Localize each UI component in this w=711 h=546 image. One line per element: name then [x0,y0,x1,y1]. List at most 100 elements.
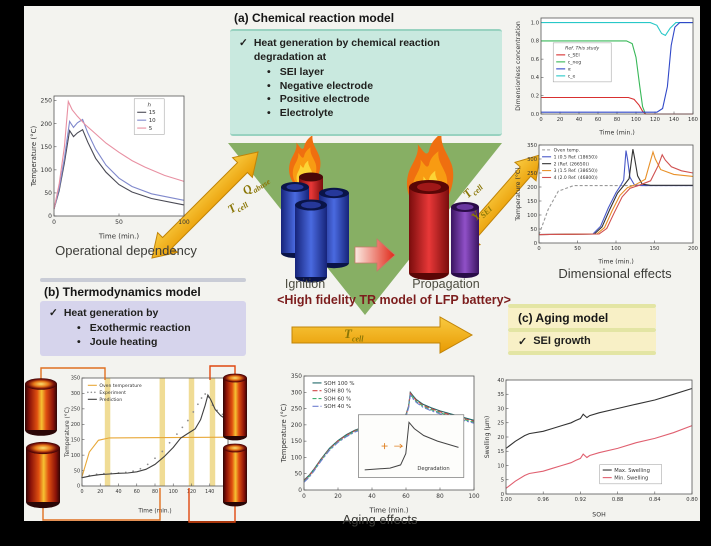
svg-text:Dimensionless concentration: Dimensionless concentration [515,21,522,111]
svg-text:0: 0 [77,484,80,490]
concentration-chart: 0 20 40 60 80 100 120 140 160 0.0 0.2 0.4 0.6 0.8 1.0 T… [513,12,699,136]
svg-text:5: 5 [149,126,153,132]
svg-text:120: 120 [650,117,660,123]
svg-text:Time (min.): Time (min.) [98,233,140,241]
svg-text:h: h [147,102,151,108]
battery-render [26,441,60,509]
svg-text:150: 150 [527,199,537,205]
svg-text:300: 300 [71,391,80,397]
aging-effects-caption: Aging effects [342,512,418,527]
svg-text:1 (0.5 Ref. (18650)): 1 (0.5 Ref. (18650)) [554,154,598,160]
panel-b-heading: (b) Thermodynamics model [44,285,201,299]
q-abuse-label: Qabuse [239,176,273,198]
svg-text:100: 100 [71,453,80,459]
arrow-aging [291,316,474,354]
svg-text:0.4: 0.4 [531,75,540,81]
svg-text:0: 0 [537,246,540,252]
svg-text:Min. Swelling: Min. Swelling [614,475,648,481]
svg-text:100: 100 [611,246,621,252]
svg-text:50: 50 [115,219,123,226]
panel-a-bullets: SEI layer Negative electrode Positive el… [239,66,493,121]
bullet-item: Negative electrode [267,80,493,94]
check-icon: ✓ [239,37,248,49]
propagation-arrow-icon [354,238,396,272]
svg-text:0.92: 0.92 [575,497,587,503]
svg-text:350: 350 [291,374,302,380]
svg-text:0: 0 [52,219,56,226]
svg-text:SOH 80 %: SOH 80 % [324,389,351,395]
svg-text:α: α [568,67,571,72]
panel-c: (c) Aging model ✓ SEI growth [508,304,656,355]
svg-text:1.00: 1.00 [500,497,512,503]
svg-text:100: 100 [41,167,53,174]
battery-render [25,378,57,436]
svg-text:50: 50 [295,472,303,478]
dimensional-effects-caption: Dimensional effects [558,266,672,281]
svg-text:40: 40 [576,117,583,123]
svg-text:200: 200 [41,121,53,128]
svg-text:3 (1.5 Ref. (38650)): 3 (1.5 Ref. (38650)) [554,168,598,174]
svg-text:4 (2.0 Ref. (46800)): 4 (2.0 Ref. (46800)) [554,175,598,181]
propagation-label: Propagation [412,277,480,291]
bullet-item: Electrolyte [267,107,493,121]
svg-text:250: 250 [71,407,80,413]
swelling-chart: 1.00 0.96 0.92 0.88 0.84 0.80 0 5 10 15 20 25 30 35 40… [482,372,700,518]
svg-text:200: 200 [71,422,80,428]
svg-text:200: 200 [527,185,537,191]
thermo-validation-chart: 0 20 40 60 80 100 120 140 160 0 50 100 150 200 250 300 3… [62,368,234,514]
svg-text:250: 250 [527,171,537,177]
svg-text:160: 160 [688,117,698,123]
operational-dependency-chart: 0 50 100 0 50 100 150 200 250 Time (min.) Temperat… [28,88,192,240]
aging-effects-chart: 0 20 40 60 80 100 0 50 100 150 200 250 300 350 Time (m… [278,368,482,514]
panel-b-box: ✓ Heat generation by Exothermic reaction … [40,301,246,356]
svg-text:350: 350 [71,376,80,382]
svg-text:SOH 100 %: SOH 100 % [324,381,355,387]
svg-text:100: 100 [631,117,641,123]
panel-a-box: ✓ Heat generation by chemical reaction de… [230,29,502,136]
svg-text:c_neg: c_neg [568,60,582,65]
svg-text:250: 250 [41,98,53,105]
t-cell-bottom-label: Tcell [344,326,364,344]
svg-text:50: 50 [44,190,52,197]
svg-text:Prediction: Prediction [99,397,122,403]
svg-text:300: 300 [527,157,537,163]
svg-text:Degradation: Degradation [417,466,449,472]
svg-text:Max. Swelling: Max. Swelling [614,468,650,474]
svg-text:Temperature (°C): Temperature (°C) [65,407,71,458]
svg-text:Temperature (°C): Temperature (°C) [30,126,38,188]
svg-text:c_SEI: c_SEI [568,52,580,58]
svg-text:30: 30 [497,406,504,412]
svg-text:0.8: 0.8 [531,39,539,45]
svg-text:250: 250 [291,407,302,413]
svg-text:150: 150 [41,144,53,151]
svg-text:50: 50 [530,227,537,233]
svg-text:60: 60 [595,117,602,123]
svg-text:Ref. This study: Ref. This study [565,45,599,51]
bullet-item: SEI layer [267,66,493,80]
svg-text:300: 300 [291,390,302,396]
svg-text:60: 60 [134,489,140,495]
svg-text:0: 0 [539,117,542,123]
svg-text:40: 40 [368,494,376,500]
t-cell-left-label: Tcell [225,200,250,217]
svg-text:15: 15 [149,110,156,116]
svg-text:0: 0 [298,488,302,494]
check-icon: ✓ [49,307,58,319]
svg-text:0.84: 0.84 [649,497,661,503]
svg-text:0: 0 [80,489,83,495]
svg-text:20: 20 [497,435,504,441]
svg-text:140: 140 [669,117,679,123]
svg-text:0: 0 [48,213,52,220]
ignition-cells [281,172,349,283]
svg-text:25: 25 [497,421,504,427]
svg-text:0: 0 [534,241,537,247]
svg-text:c_e: c_e [568,74,576,79]
svg-text:5: 5 [501,478,504,484]
y-sei-label: YSEI [468,204,495,224]
dimensional-effects-chart: 0 50 100 150 200 0 50 100 150 200 250 300 350 Time (m… [513,139,699,265]
propagation-flame-icon [406,135,454,217]
svg-text:0.0: 0.0 [531,112,539,118]
bullet-item: Joule heating [77,336,237,350]
panel-c-accent-bar [508,328,656,332]
svg-text:140: 140 [205,489,214,495]
